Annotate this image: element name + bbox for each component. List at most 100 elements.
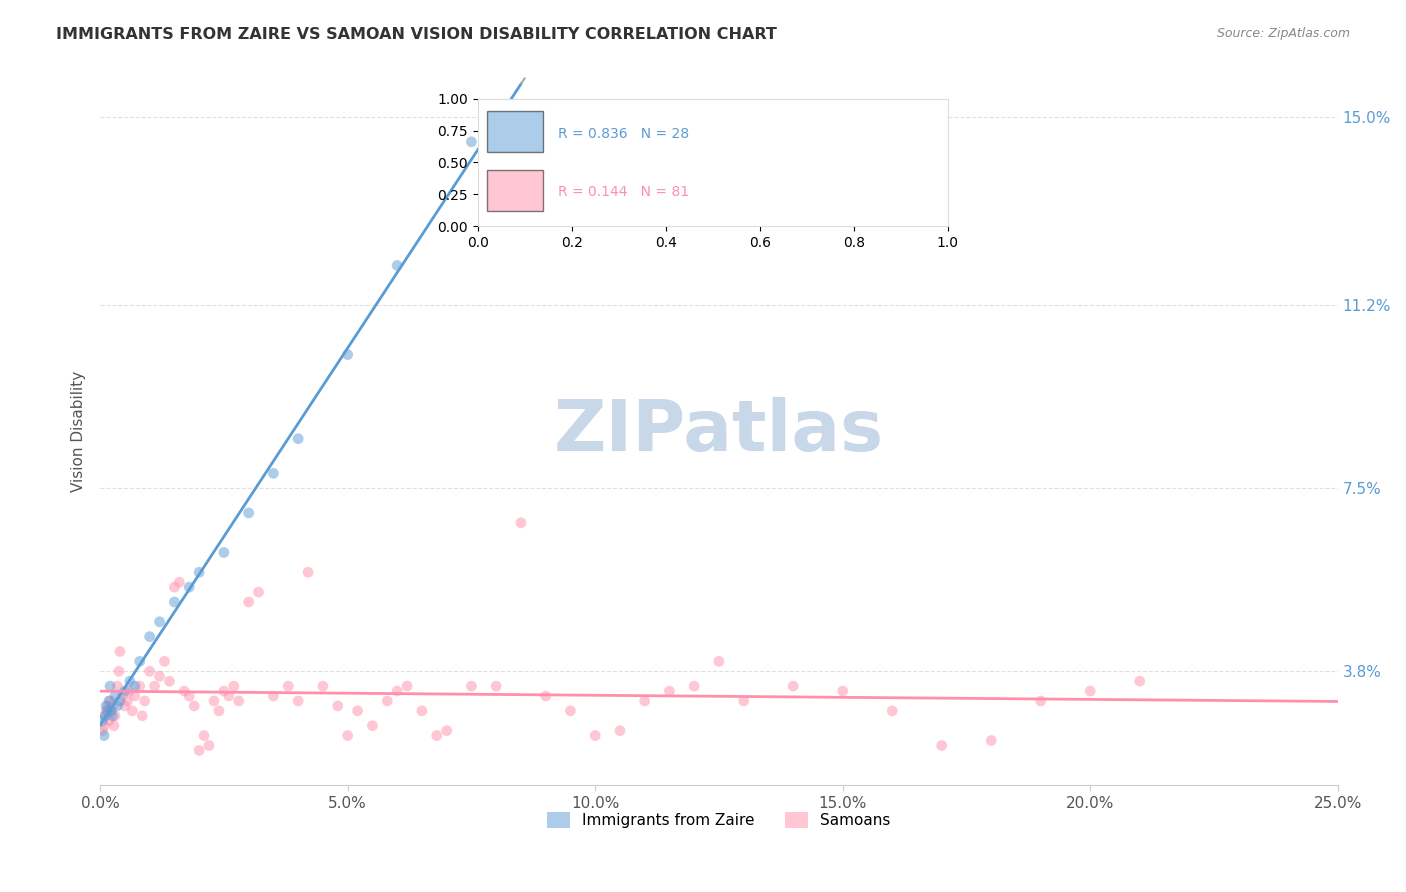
Point [238, 506, 260, 520]
Point [114, 684, 136, 698]
Point [101, 698, 124, 713]
Point [436, 723, 458, 738]
Text: Source: ZipAtlas.com: Source: ZipAtlas.com [1216, 27, 1350, 40]
Point [94, 704, 117, 718]
Point [153, 654, 176, 668]
Point [238, 595, 260, 609]
Point [100, 704, 122, 718]
Point [159, 674, 181, 689]
Point [103, 719, 125, 733]
Legend: Immigrants from Zaire, Samoans: Immigrants from Zaire, Samoans [541, 805, 897, 834]
Point [658, 684, 681, 698]
Point [98, 679, 121, 693]
Point [346, 704, 368, 718]
Point [707, 654, 730, 668]
Point [98, 694, 121, 708]
Point [212, 545, 235, 559]
Point [228, 694, 250, 708]
Point [1129, 674, 1152, 689]
Point [143, 679, 166, 693]
Point [117, 694, 139, 708]
Point [297, 566, 319, 580]
Point [179, 689, 201, 703]
Point [782, 679, 804, 693]
Point [396, 679, 419, 693]
Point [138, 665, 160, 679]
Point [179, 580, 201, 594]
Point [163, 595, 186, 609]
Point [212, 684, 235, 698]
Point [361, 719, 384, 733]
Point [96, 698, 118, 713]
Point [336, 347, 359, 361]
Point [733, 694, 755, 708]
Point [560, 704, 582, 718]
Point [183, 698, 205, 713]
Point [247, 585, 270, 599]
Point [169, 575, 191, 590]
Point [510, 516, 533, 530]
Point [91, 723, 114, 738]
Point [108, 665, 131, 679]
Point [148, 615, 170, 629]
Point [375, 694, 398, 708]
Point [262, 689, 284, 703]
Point [882, 704, 904, 718]
Point [121, 704, 143, 718]
Point [931, 739, 953, 753]
Point [104, 689, 127, 703]
Point [277, 679, 299, 693]
Point [128, 654, 150, 668]
Point [104, 708, 127, 723]
Point [385, 259, 408, 273]
Point [111, 689, 134, 703]
Point [134, 694, 156, 708]
Point [287, 432, 309, 446]
Text: ZIPatlas: ZIPatlas [554, 397, 884, 466]
Point [148, 669, 170, 683]
Point [208, 704, 231, 718]
Point [634, 694, 657, 708]
Point [460, 135, 482, 149]
Point [411, 704, 433, 718]
Point [98, 714, 121, 728]
Point [100, 704, 122, 718]
Point [188, 566, 211, 580]
Point [460, 679, 482, 693]
Point [202, 694, 225, 708]
Point [128, 679, 150, 693]
Point [108, 694, 131, 708]
Point [118, 674, 141, 689]
Point [193, 729, 215, 743]
Point [1078, 684, 1101, 698]
Point [262, 467, 284, 481]
Point [583, 729, 606, 743]
Point [107, 698, 129, 713]
Point [1029, 694, 1052, 708]
Point [94, 708, 117, 723]
Point [198, 739, 221, 753]
Point [426, 729, 449, 743]
Point [94, 698, 117, 713]
Point [94, 708, 117, 723]
Y-axis label: Vision Disability: Vision Disability [72, 371, 86, 491]
Point [485, 679, 508, 693]
Point [108, 644, 131, 658]
Point [173, 684, 195, 698]
Point [91, 714, 114, 728]
Point [93, 729, 115, 743]
Point [124, 689, 146, 703]
Point [124, 679, 146, 693]
Point [93, 719, 115, 733]
Point [287, 694, 309, 708]
Point [222, 679, 245, 693]
Point [336, 729, 359, 743]
Point [138, 630, 160, 644]
Point [163, 580, 186, 594]
Point [188, 743, 211, 757]
Point [107, 679, 129, 693]
Point [131, 708, 153, 723]
Point [101, 708, 124, 723]
Point [312, 679, 335, 693]
Point [98, 694, 121, 708]
